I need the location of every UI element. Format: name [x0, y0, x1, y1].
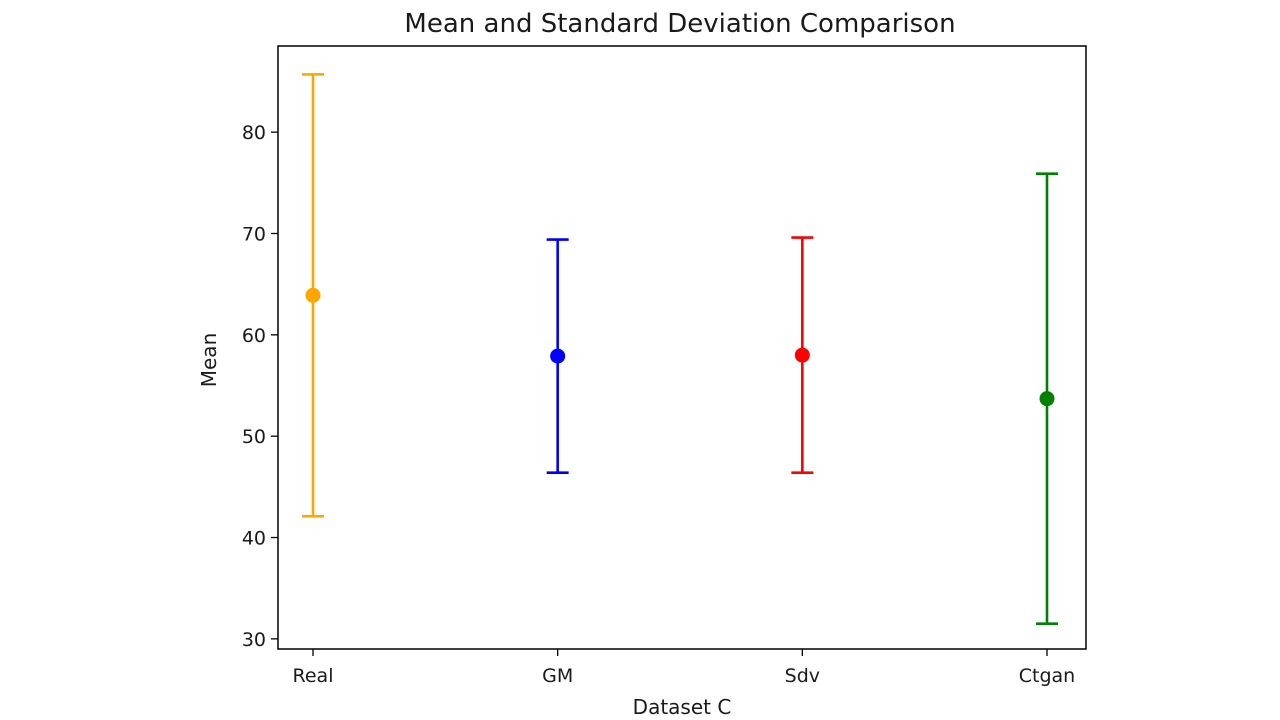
error-bar-ctgan: [1036, 172, 1058, 625]
y-tick-label: 70: [242, 223, 266, 245]
error-bars: [302, 73, 1058, 625]
error-bar-gm: [546, 238, 569, 474]
x-tick-label: Ctgan: [1019, 665, 1075, 687]
x-tick-label: Real: [293, 665, 334, 687]
y-tick-label: 30: [242, 629, 266, 651]
y-tick-label: 80: [242, 122, 266, 144]
x-axis-label: Dataset C: [633, 695, 732, 719]
mean-point: [550, 348, 566, 364]
y-tick-label: 60: [242, 325, 266, 347]
x-tick-label: GM: [542, 665, 573, 687]
y-tick-label: 40: [242, 528, 266, 550]
error-bar-real: [302, 73, 324, 518]
error-bar-sdv: [791, 236, 814, 474]
y-tick-label: 50: [242, 426, 266, 448]
mean-point: [1039, 391, 1055, 407]
x-tick-label: Sdv: [785, 665, 820, 687]
y-axis-label: Mean: [197, 333, 221, 388]
plot-area: [277, 45, 1087, 650]
chart-title: Mean and Standard Deviation Comparison: [404, 9, 955, 39]
y-axis-ticks: 30 40 50 60 70 80: [242, 122, 278, 651]
mean-point: [794, 347, 810, 363]
x-axis-ticks: Real GM Sdv Ctgan: [293, 649, 1075, 687]
mean-point: [305, 287, 321, 303]
